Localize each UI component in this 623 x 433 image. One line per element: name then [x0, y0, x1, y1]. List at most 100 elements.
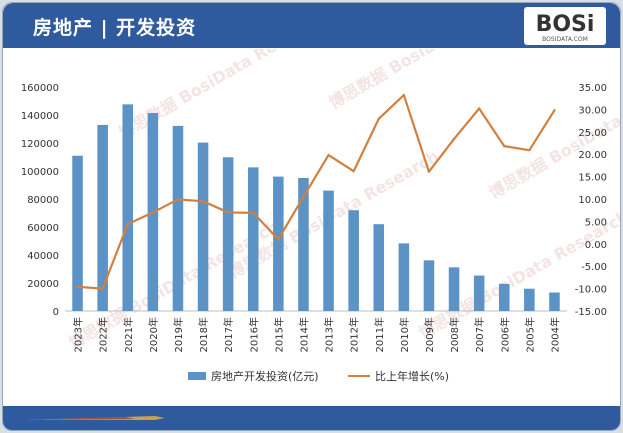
x-axis-tick-label: 2015年 [272, 317, 285, 352]
bar [72, 155, 83, 311]
legend-label-investment: 房地产开发投资(亿元) [211, 370, 319, 383]
growth-point [252, 211, 255, 215]
right-axis-tick-label: 0.00 [585, 240, 607, 251]
x-axis-tick-label: 2006年 [498, 317, 511, 352]
bar [247, 167, 259, 311]
bar [423, 260, 435, 311]
bosi-logo: BOSi BOSIDATA.COM [524, 7, 606, 45]
growth-point [277, 238, 280, 241]
growth-point [427, 170, 431, 173]
x-axis-tick-label: 2019年 [172, 317, 185, 352]
right-axis-tick-label: -5.00 [581, 262, 607, 273]
growth-point [302, 195, 305, 198]
x-axis-tick-label: 2010年 [398, 317, 411, 352]
growth-point [452, 137, 456, 141]
x-axis-tick-label: 2009年 [423, 317, 436, 352]
header-bar: 房地产 | 开发投资 BOSi BOSIDATA.COM [3, 3, 620, 48]
x-axis-tick-label: 2007年 [473, 317, 486, 352]
logo-subtext: BOSIDATA.COM [542, 36, 588, 43]
growth-point [201, 200, 205, 203]
bar [298, 178, 309, 311]
growth-point [76, 285, 79, 289]
left-axis-tick-label: 120000 [21, 139, 59, 150]
x-axis-tick-label: 2004年 [548, 317, 561, 352]
x-axis-tick-label: 2005年 [523, 317, 536, 352]
x-axis-tick-label: 2021年 [122, 317, 135, 352]
x-axis-tick-label: 2020年 [147, 317, 160, 352]
bar [448, 267, 460, 311]
right-axis: -15.00 -10.00 -5.00 0.00 5.00 10.00 15.00 20.00… [575, 83, 607, 318]
bar [323, 190, 334, 311]
left-axis-tick-label: 160000 [21, 83, 59, 94]
right-axis-tick-label: 15.00 [578, 173, 607, 184]
growth-point [226, 211, 230, 214]
growth-point [503, 144, 506, 148]
bar [398, 243, 410, 311]
growth-point [327, 153, 330, 157]
growth-point [377, 117, 380, 121]
x-axis-tick-label: 2016年 [247, 317, 260, 352]
right-axis-tick-label: 20.00 [578, 150, 607, 161]
bar [122, 104, 134, 311]
x-axis-tick-label: 2023年 [72, 317, 85, 352]
x-axis-tick-label: 2011年 [373, 317, 386, 352]
bar [97, 124, 108, 311]
bar [373, 224, 385, 311]
left-axis-tick-label: 140000 [21, 111, 59, 122]
x-axis-tick-label: 2013年 [323, 317, 336, 352]
legend-item-investment: 房地产开发投资(亿元) [188, 368, 319, 384]
x-axis: 2023年 2022年 2021年 2020年 2019年 2018年 2017年 2016年… [72, 317, 562, 352]
right-axis-tick-label: -10.00 [575, 285, 607, 296]
left-axis-tick-label: 100000 [21, 167, 59, 178]
x-axis-tick-label: 2022年 [97, 317, 110, 352]
left-axis-tick-label: 0 [53, 307, 59, 318]
right-axis-tick-label: -15.00 [575, 307, 607, 318]
logo-text: BOSi [536, 12, 595, 37]
bar [222, 157, 234, 311]
right-axis-tick-label: 25.00 [578, 128, 607, 139]
growth-point [352, 170, 355, 173]
growth-line [77, 93, 556, 290]
left-axis-tick-label: 40000 [27, 251, 59, 262]
x-axis-tick-label: 2018年 [197, 317, 210, 352]
left-axis-tick-label: 20000 [27, 279, 59, 290]
growth-point [151, 211, 155, 214]
x-axis-tick-label: 2012年 [348, 317, 361, 352]
growth-point [553, 109, 556, 112]
growth-point [176, 198, 180, 201]
x-axis-tick-label: 2014年 [297, 317, 310, 352]
right-axis-tick-label: 10.00 [578, 195, 607, 206]
bar-series [72, 104, 560, 311]
growth-point [126, 222, 129, 226]
growth-point [528, 148, 531, 152]
bar [473, 275, 485, 311]
bar [348, 210, 359, 311]
left-axis-tick-label: 60000 [27, 223, 59, 234]
bar [197, 142, 209, 311]
bar [524, 288, 535, 311]
page-title: 房地产 | 开发投资 [33, 17, 197, 39]
x-axis-tick-label: 2017年 [222, 317, 235, 352]
right-axis-tick-label: 35.00 [578, 83, 607, 94]
legend-line-swatch [348, 375, 370, 377]
line-series [76, 93, 556, 290]
right-axis-tick-label: 30.00 [578, 105, 607, 116]
growth-point [402, 93, 406, 97]
growth-point [477, 107, 481, 110]
bar [172, 125, 184, 311]
left-axis-tick-label: 80000 [27, 195, 59, 206]
bar [549, 292, 560, 311]
legend-label-growth: 比上年增长(%) [375, 370, 450, 383]
legend-bar-swatch [188, 372, 206, 380]
right-axis-tick-label: 5.00 [585, 217, 607, 228]
bar [273, 176, 284, 311]
x-axis-tick-label: 2008年 [448, 317, 461, 352]
growth-point [101, 287, 104, 290]
bar [498, 283, 510, 311]
watermark-text: 博思数据 BosiData Research [326, 49, 542, 112]
footer-decoration [25, 416, 165, 420]
footer-bar [3, 406, 620, 430]
legend-item-growth: 比上年增长(%) [348, 368, 449, 384]
